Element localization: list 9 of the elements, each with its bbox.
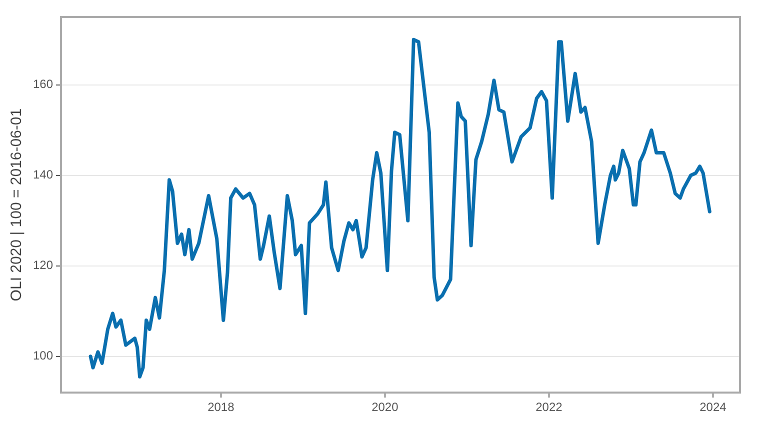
y-tick-label: 140	[32, 168, 54, 182]
y-tick-label: 100	[32, 348, 54, 363]
y-tick-label: 160	[32, 77, 54, 92]
y-axis-title: OLI 2020 | 100 = 2016-06-01	[8, 108, 26, 302]
x-tick-label: 2022	[536, 400, 563, 414]
y-tick-label: 120	[32, 258, 54, 272]
x-tick-label: 2018	[208, 400, 235, 414]
x-tick-label: 2024	[700, 400, 727, 414]
x-tick-label: 2020	[372, 400, 399, 414]
